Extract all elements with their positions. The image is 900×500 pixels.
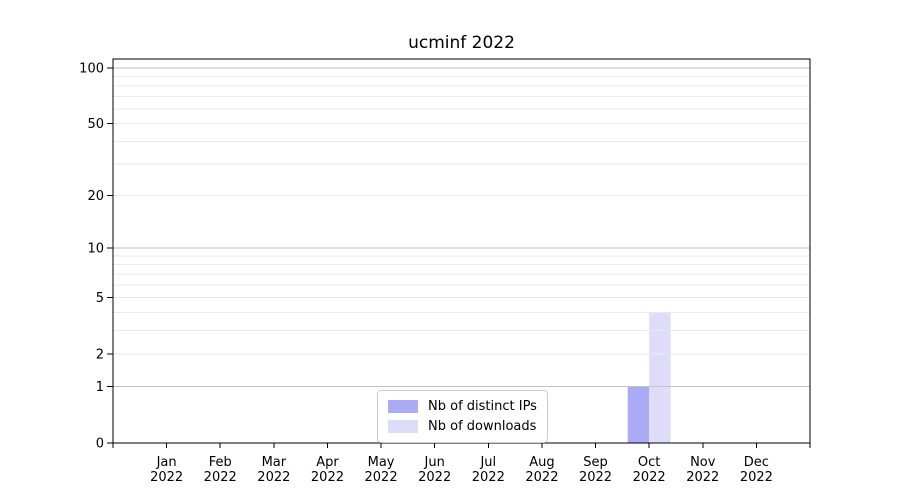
y-tick-label: 1 — [96, 380, 104, 395]
x-tick-label-year: 2022 — [257, 470, 290, 485]
bar-downloads-oct — [649, 312, 671, 443]
x-tick-label-year: 2022 — [204, 470, 237, 485]
x-tick-label-month: Sep — [583, 455, 608, 470]
x-tick-label-year: 2022 — [311, 470, 344, 485]
y-tick-label: 100 — [79, 62, 104, 77]
x-tick-label-month: Dec — [744, 455, 769, 470]
y-tick-label: 20 — [87, 189, 104, 204]
legend-swatch-distinct-ips — [388, 400, 418, 413]
legend-item-distinct-ips: Nb of distinct IPs — [388, 399, 537, 414]
x-tick-label-month: Jun — [424, 455, 445, 470]
y-tick-label: 0 — [96, 437, 104, 452]
x-tick-label-month: Mar — [262, 455, 287, 470]
x-tick-label-month: Aug — [529, 455, 554, 470]
y-tick-label: 5 — [96, 291, 104, 306]
plot-border — [112, 58, 811, 444]
y-tick-label: 50 — [87, 117, 104, 132]
x-tick-label-year: 2022 — [686, 470, 719, 485]
legend-label-downloads: Nb of downloads — [428, 419, 537, 434]
legend: Nb of distinct IPs Nb of downloads — [377, 390, 548, 443]
x-tick-label-month: Feb — [209, 455, 232, 470]
x-tick-label-year: 2022 — [150, 470, 183, 485]
x-tick-label-year: 2022 — [633, 470, 666, 485]
chart-title: ucminf 2022 — [408, 33, 515, 53]
bar-distinct-ips-oct — [627, 386, 650, 443]
x-tick-label-year: 2022 — [525, 470, 558, 485]
y-tick-label: 10 — [87, 242, 104, 257]
legend-label-distinct-ips: Nb of distinct IPs — [428, 399, 537, 414]
x-tick-label-month: Jan — [156, 455, 177, 470]
x-tick-label-year: 2022 — [579, 470, 612, 485]
x-tick-label-year: 2022 — [418, 470, 451, 485]
x-tick-label-month: Apr — [316, 455, 339, 470]
x-tick-label-year: 2022 — [365, 470, 398, 485]
x-tick-label-month: Nov — [690, 455, 716, 470]
legend-swatch-downloads — [388, 420, 418, 433]
legend-item-downloads: Nb of downloads — [388, 419, 537, 434]
x-tick-label-month: Jul — [479, 455, 496, 470]
x-tick-label-year: 2022 — [472, 470, 505, 485]
x-tick-label-month: May — [368, 455, 395, 470]
x-tick-label-month: Oct — [638, 455, 660, 470]
y-tick-label: 2 — [96, 347, 104, 362]
x-tick-label-year: 2022 — [740, 470, 773, 485]
